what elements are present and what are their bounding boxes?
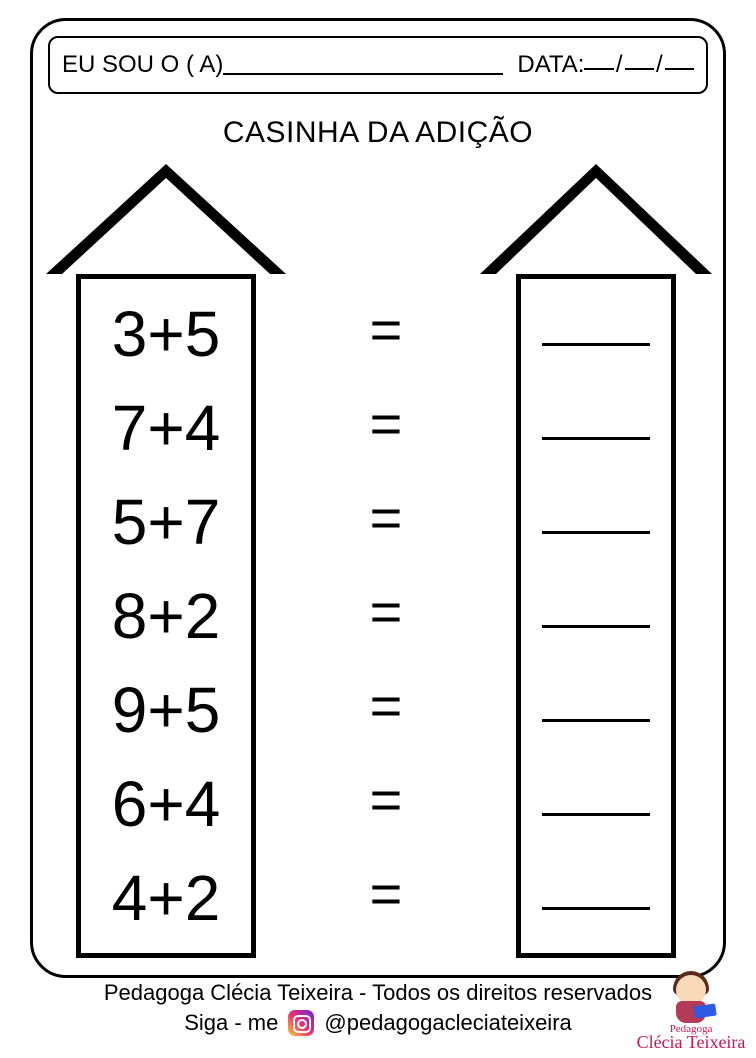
footer-handle: @pedagogacleciateixeira	[324, 1008, 571, 1038]
answer-blank[interactable]	[542, 719, 650, 722]
answer-blank[interactable]	[542, 343, 650, 346]
problem-row: 6+4	[81, 757, 251, 851]
answer-row[interactable]	[516, 470, 676, 564]
roof-right	[480, 164, 712, 274]
roof-left	[46, 164, 286, 274]
problem-row: 4+2	[81, 851, 251, 945]
answer-blank[interactable]	[542, 531, 650, 534]
author-logo: Pedagoga Clécia Teixeira	[636, 971, 746, 1050]
answer-row[interactable]	[516, 752, 676, 846]
equals-sign: =	[256, 376, 516, 470]
name-blank-line[interactable]	[223, 73, 503, 75]
problem-row: 5+7	[81, 475, 251, 569]
worksheet-title: CASINHA DA ADIÇÃO	[0, 116, 756, 150]
answer-row[interactable]	[516, 658, 676, 752]
equals-sign: =	[256, 846, 516, 940]
logo-girl-icon	[664, 971, 718, 1025]
date-slash-1: /	[614, 51, 625, 79]
answer-blank[interactable]	[542, 813, 650, 816]
name-label: EU SOU O ( A)	[62, 51, 223, 79]
equals-sign: =	[256, 752, 516, 846]
date-blank-day[interactable]	[584, 68, 613, 70]
date-slash-2: /	[654, 51, 665, 79]
footer-follow: Siga - me @pedagogacleciateixeira	[184, 1008, 572, 1038]
equals-column: = = = = = = =	[256, 282, 516, 958]
problem-row: 3+5	[81, 287, 251, 381]
logo-text-name: Clécia Teixeira	[637, 1032, 746, 1052]
equals-sign: =	[256, 470, 516, 564]
answer-column	[516, 274, 676, 958]
equals-sign: =	[256, 282, 516, 376]
date-label: DATA:	[517, 51, 584, 79]
answer-row[interactable]	[516, 564, 676, 658]
footer-follow-label: Siga - me	[184, 1008, 278, 1038]
house-left: 3+5 7+4 5+7 8+2 9+5 6+4 4+2	[76, 274, 256, 958]
problem-row: 7+4	[81, 381, 251, 475]
problem-row: 9+5	[81, 663, 251, 757]
answer-blank[interactable]	[542, 437, 650, 440]
answer-row[interactable]	[516, 282, 676, 376]
answer-row[interactable]	[516, 846, 676, 940]
date-blank-year[interactable]	[665, 68, 694, 70]
answer-blank[interactable]	[542, 907, 650, 910]
equals-sign: =	[256, 564, 516, 658]
instagram-icon	[288, 1010, 314, 1036]
answer-blank[interactable]	[542, 625, 650, 628]
date-blank-month[interactable]	[625, 68, 654, 70]
answer-row[interactable]	[516, 376, 676, 470]
equals-sign: =	[256, 658, 516, 752]
header-box: EU SOU O ( A) DATA: / /	[48, 36, 708, 94]
problem-row: 8+2	[81, 569, 251, 663]
logo-text: Pedagoga Clécia Teixeira	[636, 1025, 746, 1050]
